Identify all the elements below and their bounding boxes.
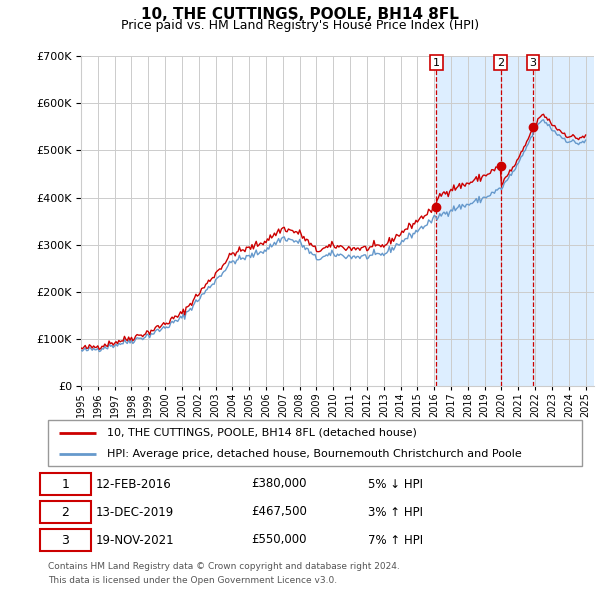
Bar (436, 56, 501, 386)
Bar (501, 56, 533, 386)
Text: 10, THE CUTTINGS, POOLE, BH14 8FL: 10, THE CUTTINGS, POOLE, BH14 8FL (141, 7, 459, 22)
Text: 3% ↑ HPI: 3% ↑ HPI (368, 506, 424, 519)
Text: Contains HM Land Registry data © Crown copyright and database right 2024.: Contains HM Land Registry data © Crown c… (48, 562, 400, 571)
Text: 5% ↓ HPI: 5% ↓ HPI (368, 477, 424, 490)
Bar (533, 56, 594, 386)
Text: This data is licensed under the Open Government Licence v3.0.: This data is licensed under the Open Gov… (48, 576, 337, 585)
FancyBboxPatch shape (40, 501, 91, 523)
Text: 10, THE CUTTINGS, POOLE, BH14 8FL (detached house): 10, THE CUTTINGS, POOLE, BH14 8FL (detac… (107, 428, 416, 438)
Text: HPI: Average price, detached house, Bournemouth Christchurch and Poole: HPI: Average price, detached house, Bour… (107, 448, 521, 458)
Text: £550,000: £550,000 (251, 533, 307, 546)
Text: Price paid vs. HM Land Registry's House Price Index (HPI): Price paid vs. HM Land Registry's House … (121, 19, 479, 32)
Text: 2: 2 (497, 58, 505, 68)
FancyBboxPatch shape (40, 529, 91, 551)
Text: 1: 1 (61, 477, 69, 490)
FancyBboxPatch shape (40, 473, 91, 495)
Text: £380,000: £380,000 (251, 477, 307, 490)
Text: 7% ↑ HPI: 7% ↑ HPI (368, 533, 424, 546)
Text: £467,500: £467,500 (251, 506, 307, 519)
Text: 3: 3 (61, 533, 69, 546)
Text: 1: 1 (433, 58, 440, 68)
Text: 2: 2 (61, 506, 69, 519)
Text: 3: 3 (530, 58, 536, 68)
Text: 13-DEC-2019: 13-DEC-2019 (96, 506, 175, 519)
Text: 19-NOV-2021: 19-NOV-2021 (96, 533, 175, 546)
Text: 12-FEB-2016: 12-FEB-2016 (96, 477, 172, 490)
